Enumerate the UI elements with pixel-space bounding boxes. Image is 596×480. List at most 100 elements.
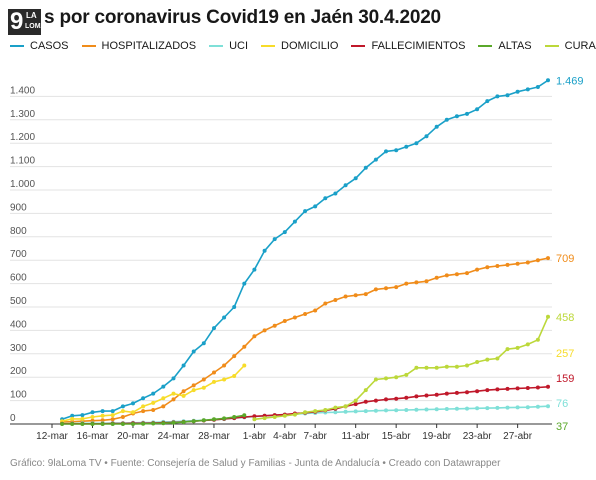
legend-item-fallecimientos: FALLECIMIENTOS [351,40,465,52]
x-tick-label: 15-abr [382,431,412,442]
data-point-uci [343,409,348,414]
data-point-altas [181,420,186,425]
logo-text-la: LA [26,11,37,20]
data-point-fallecimientos [353,402,358,407]
end-label-hospitalizados: 709 [556,253,574,265]
data-point-fallecimientos [363,399,368,404]
data-point-curados [525,342,530,347]
data-point-fallecimientos [414,394,419,399]
data-point-hospitalizados [212,370,216,375]
data-point-altas [232,415,237,419]
data-point-hospitalizados [525,260,530,265]
y-tick-label: 1.300 [10,109,35,120]
y-tick-label: 900 [10,202,27,213]
data-point-altas [60,422,65,426]
data-point-altas [70,422,75,426]
data-point-curados [424,365,429,370]
data-point-altas [201,418,206,423]
data-point-casos [303,209,308,214]
y-tick-label: 100 [10,390,27,401]
data-point-casos [475,107,480,112]
data-point-domicilio [70,416,75,421]
data-point-fallecimientos [384,397,388,402]
series-line-curados [254,316,549,421]
series-line-hospitalizados [62,257,549,423]
data-point-domicilio [181,393,186,398]
x-tick-label: 12-mar [36,431,68,442]
data-point-casos [222,315,227,320]
data-point-hospitalizados [444,273,449,278]
legend-swatch [81,45,96,47]
x-tick-label: 4-abr [273,431,297,442]
y-tick-label: 200 [10,366,27,377]
data-point-curados [505,347,510,352]
x-tick-label: 16-mar [77,431,109,442]
data-point-fallecimientos [515,386,520,391]
data-point-curados [465,363,469,368]
data-point-casos [485,99,490,104]
end-label-fallecimientos: 159 [556,373,574,385]
y-tick-label: 800 [10,226,27,237]
legend-label: DOMICILIO [281,40,339,52]
data-point-casos [90,410,95,415]
data-point-hospitalizados [201,377,206,382]
y-tick-label: 300 [10,343,27,354]
x-tick-label: 1-abr [243,431,267,442]
data-point-uci [475,406,480,411]
data-point-domicilio [201,385,206,390]
data-point-altas [212,417,216,422]
data-point-fallecimientos [252,414,257,419]
data-point-curados [454,364,459,369]
chart-source-note: Gráfico: 9laLoma TV • Fuente: Consejería… [10,458,501,469]
data-point-hospitalizados [282,319,287,323]
data-point-casos [465,111,469,116]
data-point-hospitalizados [272,323,277,328]
data-point-curados [485,357,490,362]
legend-swatch [351,45,366,47]
data-point-curados [272,415,277,419]
data-point-casos [212,326,216,331]
data-point-casos [505,93,510,98]
data-point-altas [131,422,135,426]
data-point-uci [515,405,520,410]
data-point-fallecimientos [434,392,439,397]
x-tick-label: 23-abr [463,431,493,442]
data-point-altas [80,422,85,426]
data-point-domicilio [222,377,227,382]
data-point-hospitalizados [475,267,480,272]
x-tick-label: 19-abr [422,431,452,442]
data-point-hospitalizados [394,285,399,290]
data-point-uci [454,406,459,411]
data-point-hospitalizados [171,397,176,402]
data-point-casos [292,219,297,224]
data-point-hospitalizados [353,293,358,298]
legend-label: ALTAS [498,40,532,52]
data-point-altas [171,420,176,425]
data-point-hospitalizados [323,301,328,306]
data-point-casos [546,78,550,83]
data-point-curados [444,364,449,369]
data-point-casos [404,144,409,149]
data-point-fallecimientos [465,390,469,395]
data-point-domicilio [242,363,247,368]
end-label-curados: 458 [556,312,574,324]
data-point-casos [161,384,166,389]
data-point-domicilio [161,396,166,401]
data-point-casos [262,248,267,253]
data-point-hospitalizados [161,404,166,409]
data-point-casos [535,85,540,89]
data-point-uci [384,408,388,413]
legend-swatch [544,45,559,47]
data-point-altas [222,416,227,421]
data-point-uci [434,407,439,412]
data-point-curados [434,365,439,370]
data-point-fallecimientos [394,396,399,401]
data-point-domicilio [191,388,196,393]
y-tick-label: 600 [10,273,27,284]
y-tick-label: 400 [10,319,27,330]
legend-item-casos: CASOS [10,40,69,52]
data-point-curados [323,408,328,412]
data-point-casos [282,230,287,235]
data-point-curados [373,377,378,382]
data-point-hospitalizados [454,272,459,277]
